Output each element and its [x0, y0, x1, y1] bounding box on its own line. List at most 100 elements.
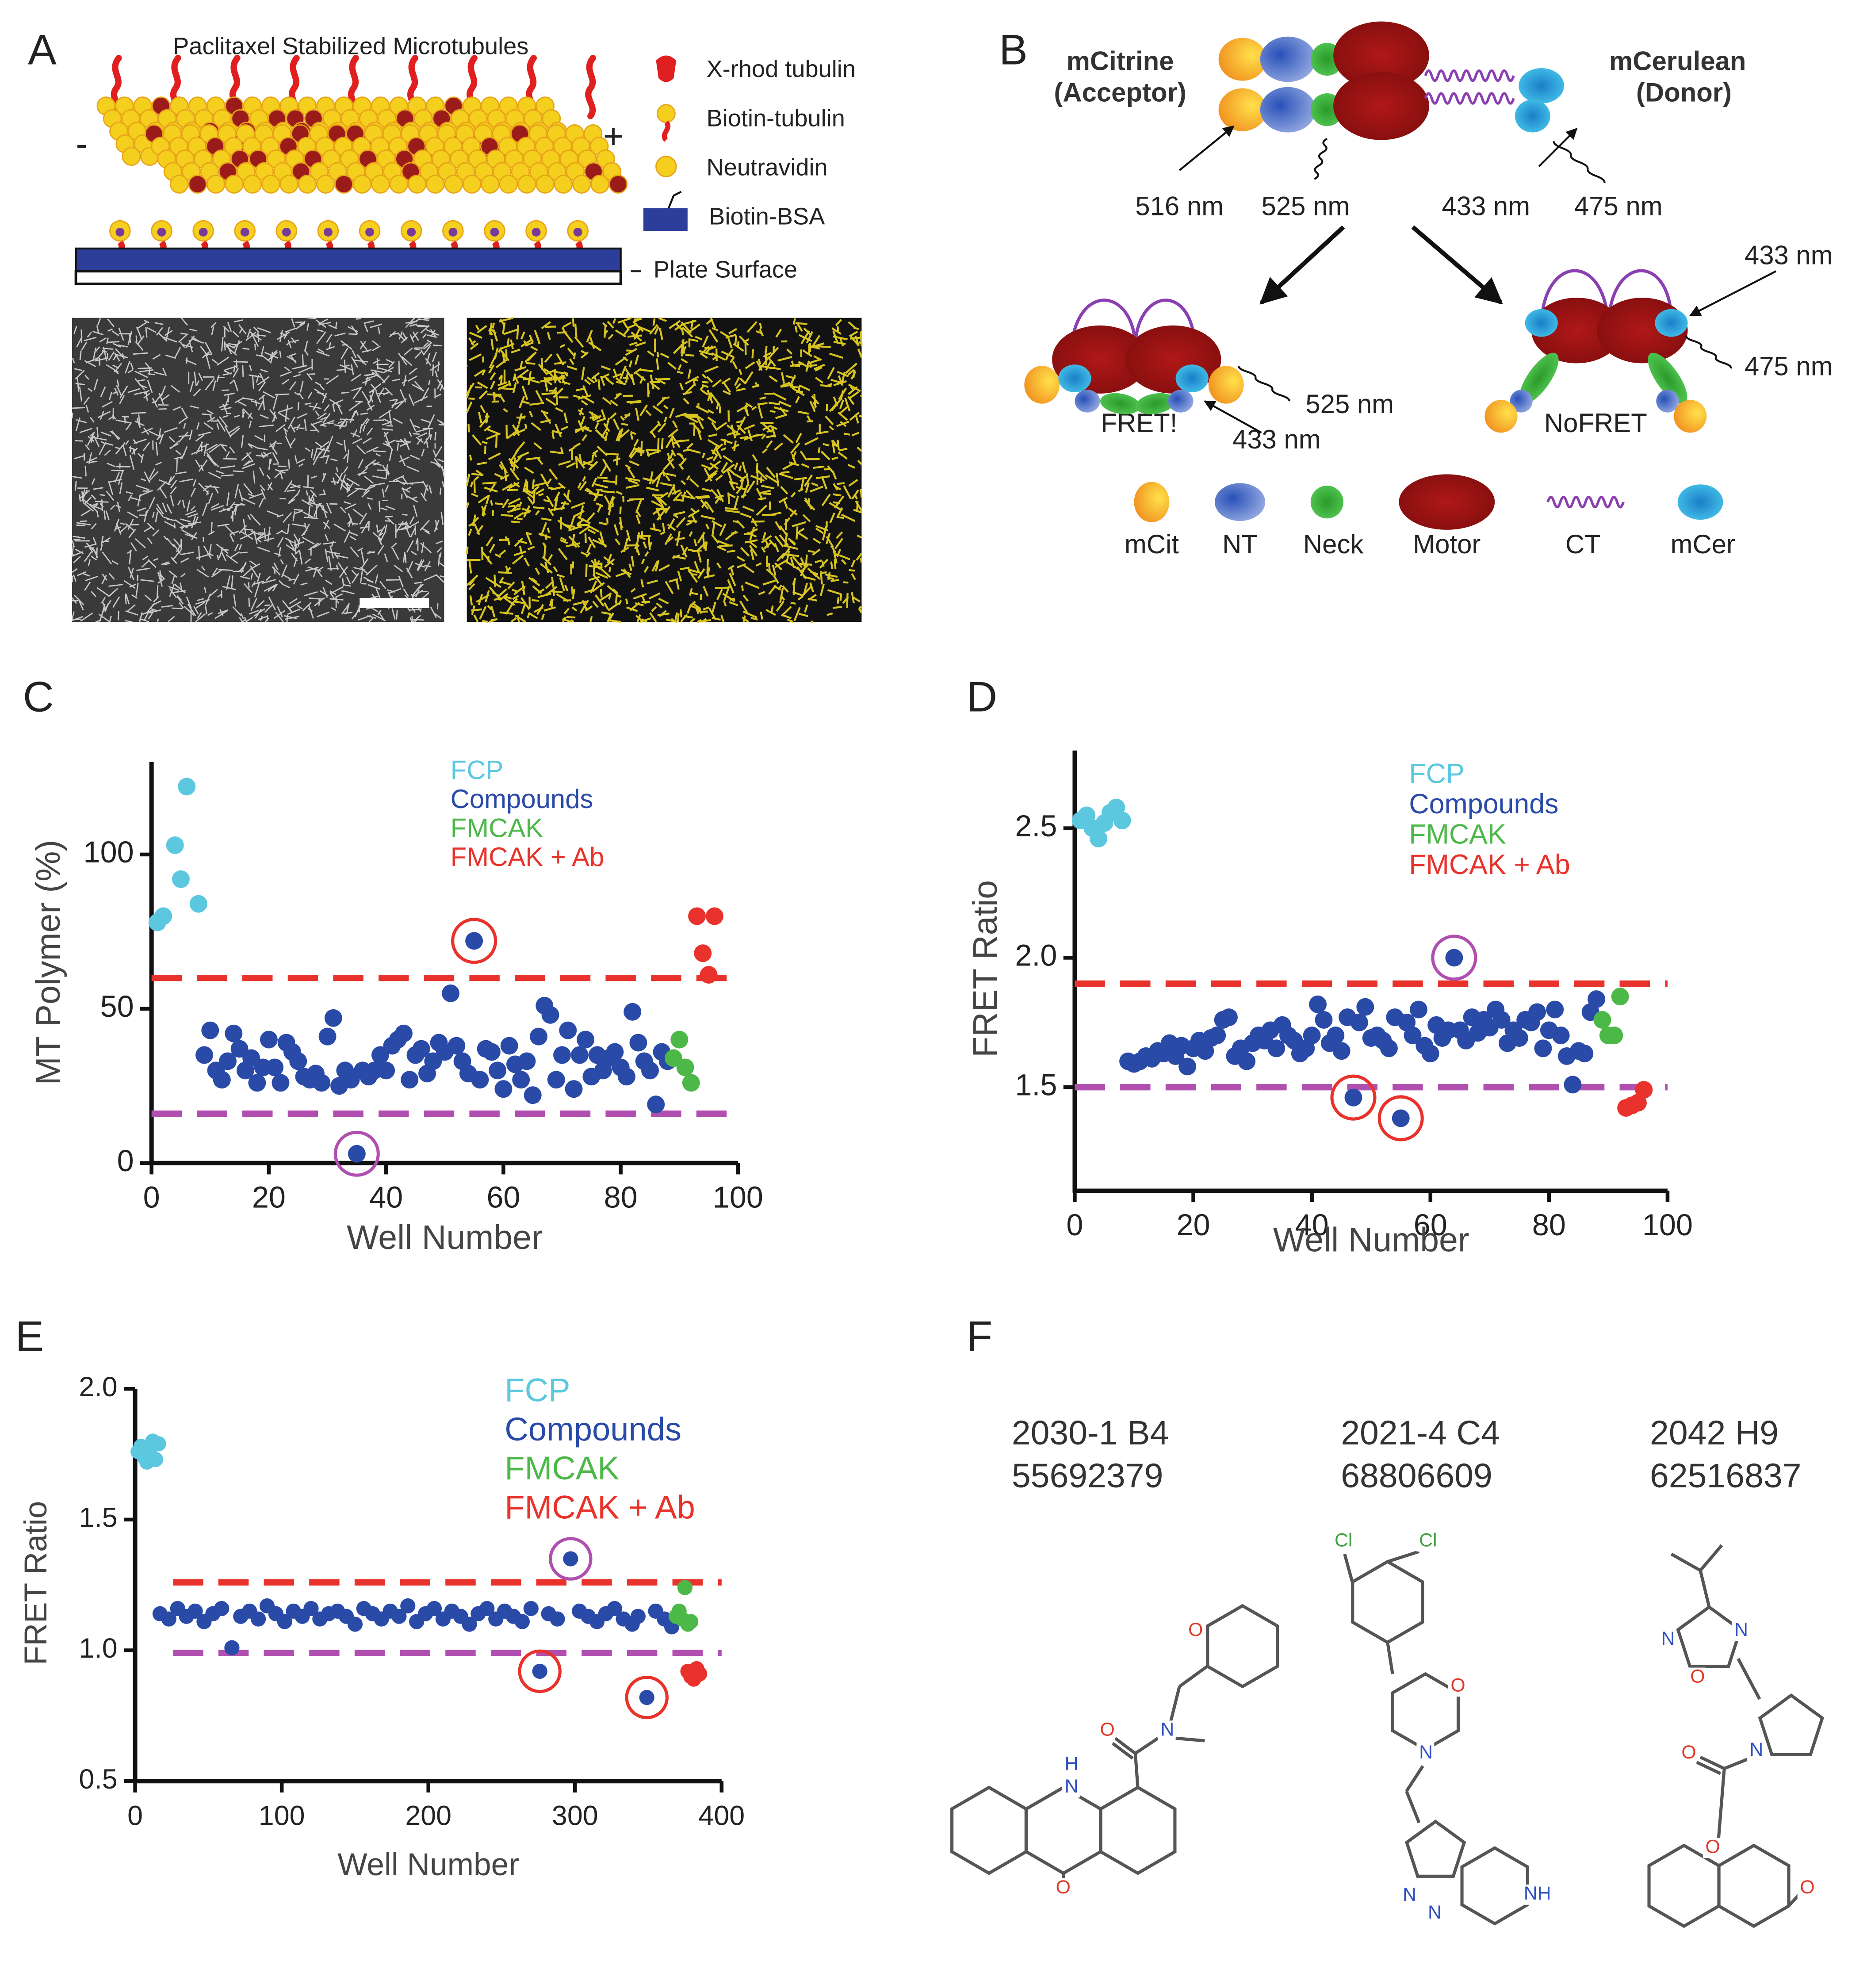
filament — [816, 475, 830, 479]
filament — [127, 331, 133, 345]
filament — [694, 561, 700, 573]
filament — [349, 546, 360, 557]
filament — [88, 504, 98, 512]
legend-label: NT — [1222, 529, 1258, 559]
filament — [857, 534, 862, 539]
filament — [422, 480, 429, 491]
filament — [346, 576, 351, 585]
filament — [560, 426, 568, 431]
filament — [393, 418, 403, 424]
filament — [370, 383, 377, 391]
filament — [168, 436, 175, 443]
filament — [753, 433, 764, 437]
filament — [72, 616, 83, 621]
filament — [352, 429, 358, 437]
filament — [712, 379, 722, 388]
filament — [649, 471, 654, 485]
filament — [514, 614, 526, 623]
filament — [96, 587, 110, 597]
x-tick-label: 200 — [405, 1800, 451, 1831]
filament — [131, 447, 138, 455]
filament — [84, 551, 92, 562]
filament — [406, 495, 418, 503]
filament — [466, 385, 472, 398]
filament — [765, 474, 778, 483]
filament — [807, 567, 817, 578]
atom-label: NH — [1524, 1883, 1551, 1904]
filament — [555, 424, 562, 437]
filament — [627, 479, 638, 485]
filament — [849, 337, 862, 340]
filament — [625, 544, 636, 547]
filament — [436, 540, 443, 544]
filament — [180, 318, 188, 326]
filament — [833, 483, 838, 491]
data-point — [606, 1043, 624, 1061]
filament — [117, 344, 128, 348]
filament — [849, 385, 855, 391]
filament — [344, 501, 351, 505]
filament — [415, 538, 418, 544]
filament — [630, 431, 636, 435]
filament — [256, 334, 266, 337]
filament — [655, 507, 662, 520]
filament — [490, 500, 493, 506]
filament — [681, 328, 685, 336]
filament — [327, 435, 333, 450]
filament — [80, 612, 93, 622]
filament — [428, 428, 431, 435]
filament — [498, 577, 504, 584]
filament — [386, 467, 390, 475]
filament — [658, 564, 670, 572]
filament — [524, 423, 528, 429]
filament — [91, 478, 96, 485]
filament — [434, 613, 442, 619]
filament — [293, 374, 301, 378]
filament — [739, 475, 747, 483]
data-point — [401, 1071, 419, 1089]
filament — [762, 579, 776, 586]
compound-plate: 2042 H9 — [1650, 1414, 1779, 1452]
filament — [86, 542, 97, 554]
filament — [245, 332, 256, 341]
filament — [853, 509, 862, 513]
arrow — [1689, 270, 1777, 316]
filament — [729, 601, 738, 606]
filament — [474, 476, 479, 481]
filament — [200, 346, 208, 356]
filament — [469, 353, 482, 361]
filament — [280, 559, 284, 565]
filament — [635, 615, 644, 623]
atom-label: O — [1100, 1719, 1114, 1740]
filament — [778, 497, 788, 504]
atom-bg — [1448, 1676, 1466, 1697]
filament — [677, 613, 680, 622]
filament — [585, 605, 593, 612]
filament — [673, 511, 685, 516]
filament — [685, 354, 695, 357]
data-point — [670, 1030, 689, 1049]
filament — [524, 488, 534, 494]
arrow — [1178, 125, 1235, 171]
filament — [162, 502, 167, 513]
filament — [337, 562, 347, 576]
filament — [687, 369, 692, 379]
filament — [398, 523, 408, 525]
filament — [410, 318, 421, 325]
filament — [74, 480, 77, 491]
filament — [481, 369, 486, 376]
atom-label: N — [1065, 1776, 1079, 1797]
atom-label: O — [1800, 1877, 1814, 1898]
filament — [161, 394, 170, 401]
filament — [734, 335, 738, 346]
filament — [195, 380, 200, 387]
data-point — [617, 1068, 635, 1086]
filament — [136, 485, 149, 490]
filament — [738, 335, 750, 346]
filament — [727, 550, 736, 553]
filament — [536, 488, 545, 495]
filament — [322, 505, 327, 518]
filament — [736, 556, 745, 562]
filament — [435, 463, 440, 468]
filament — [508, 498, 521, 505]
